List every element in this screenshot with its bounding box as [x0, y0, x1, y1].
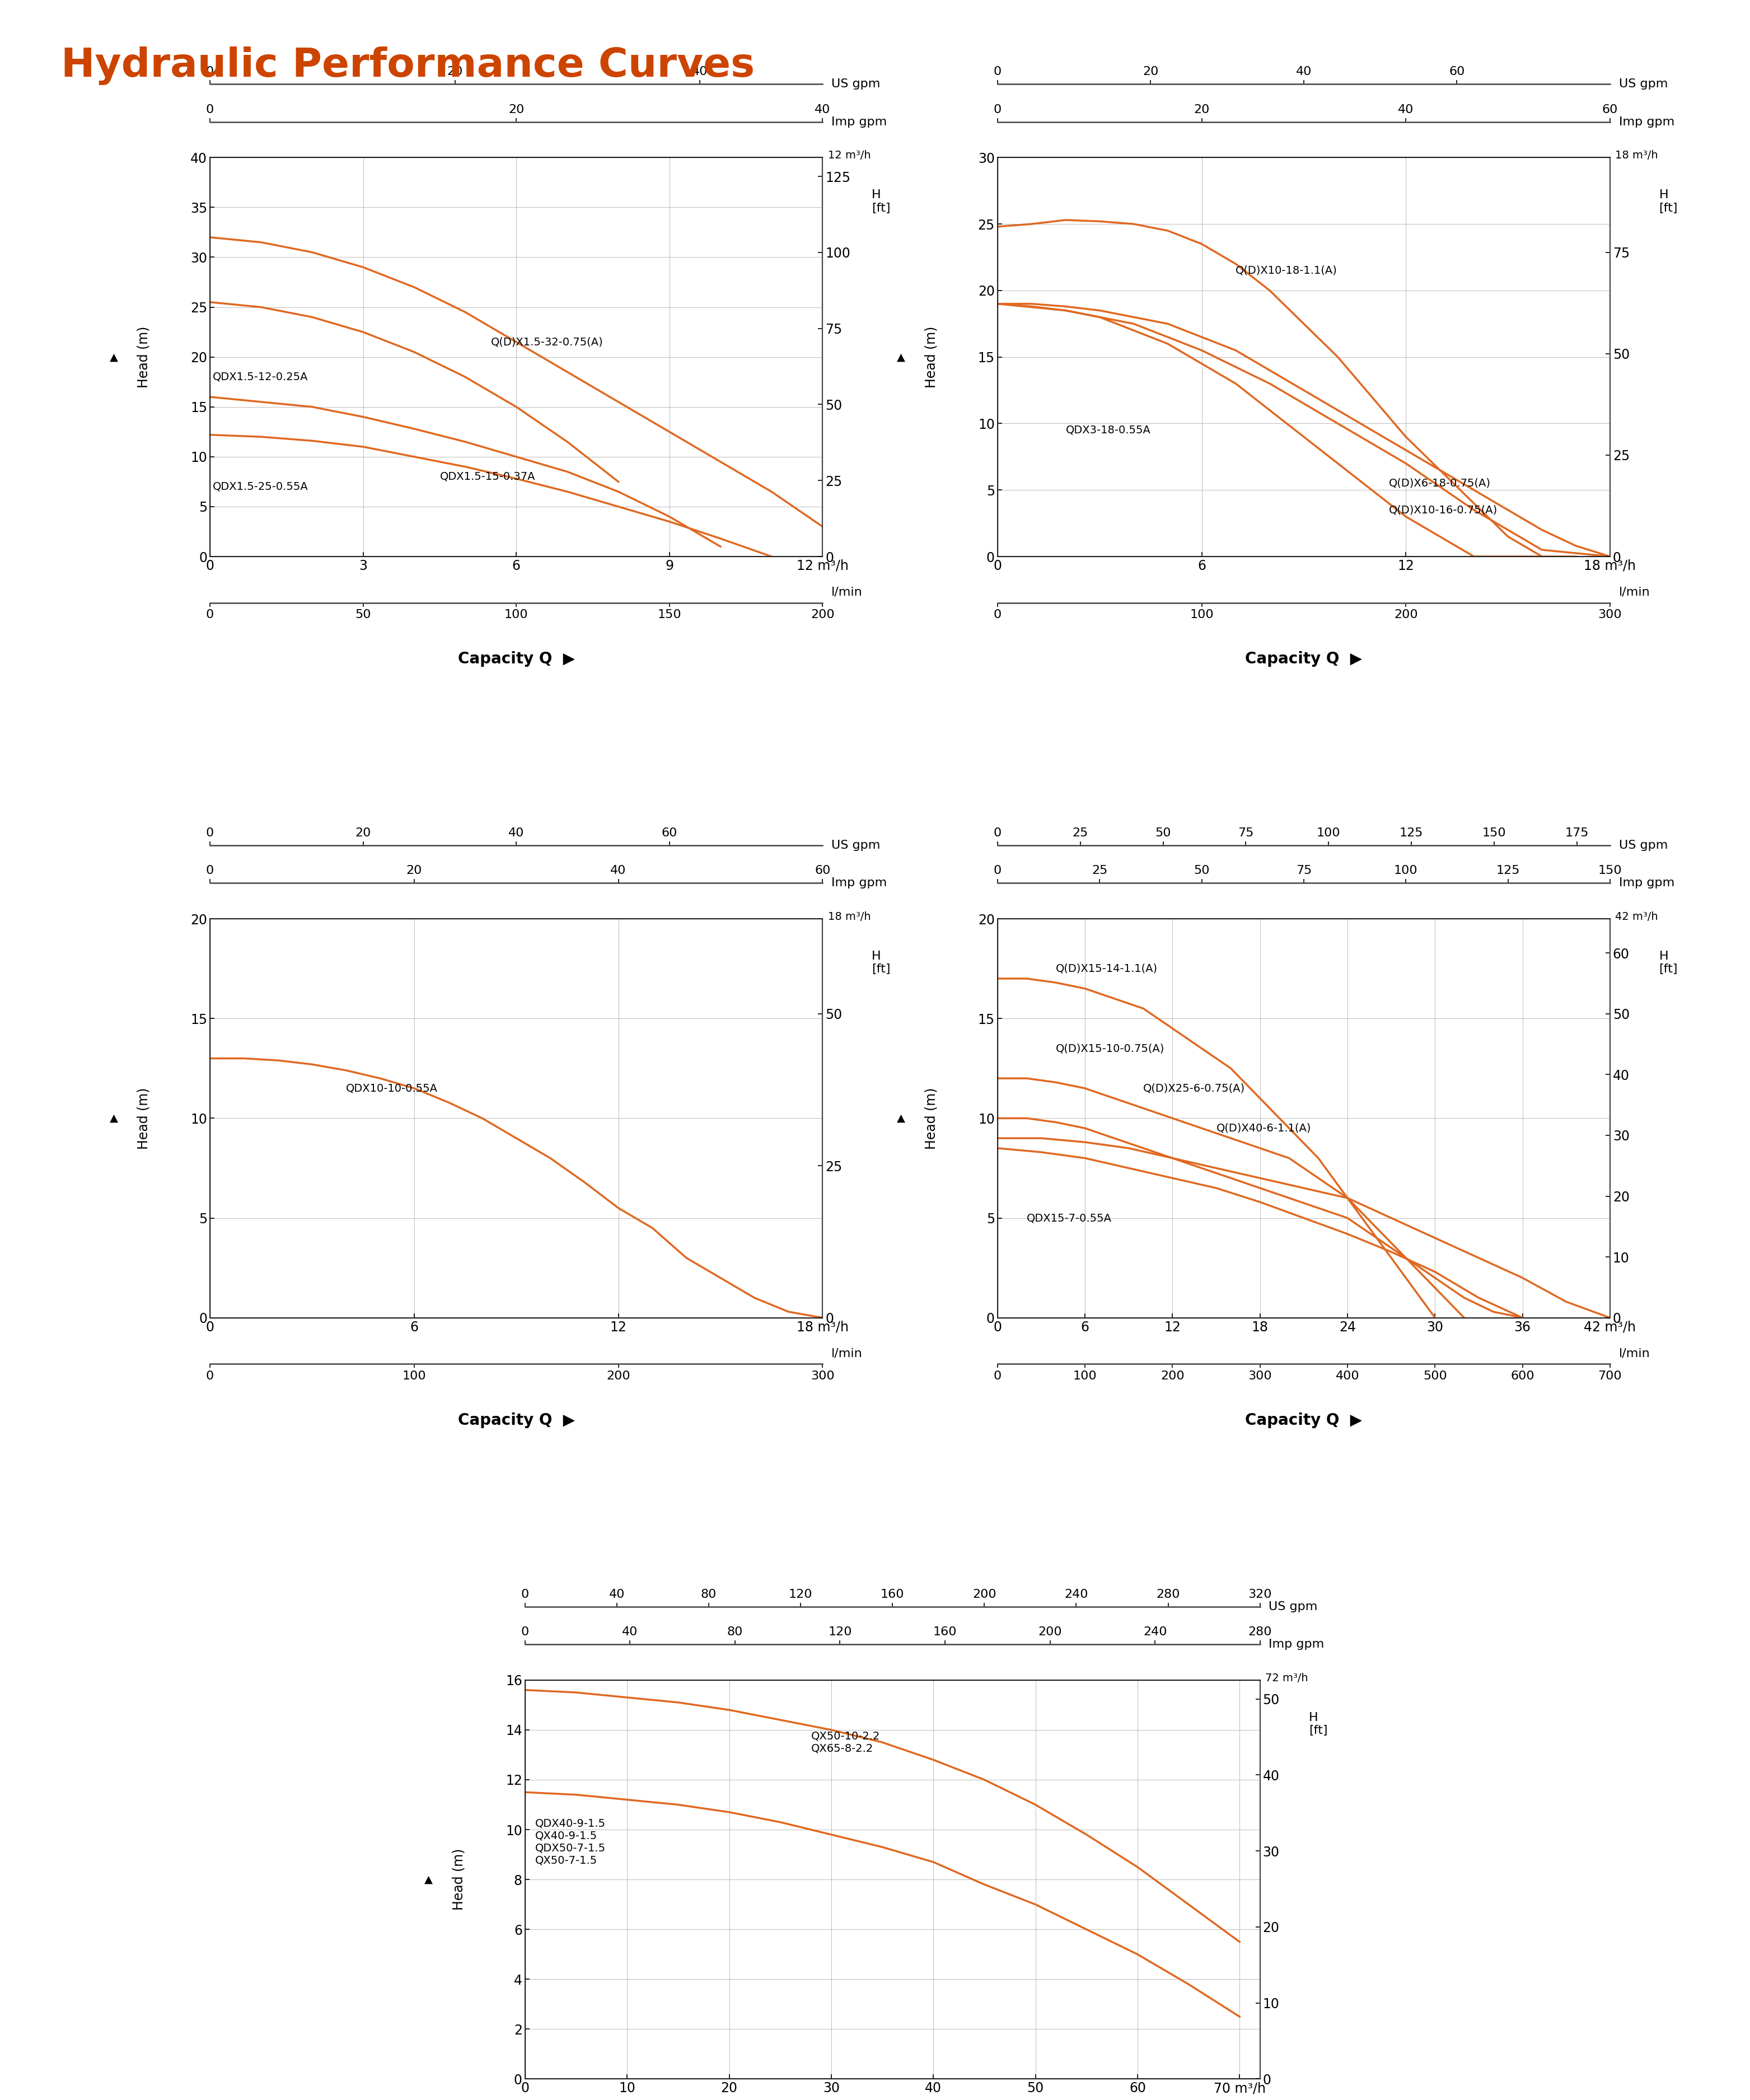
Text: Q(D)X1.5-32-0.75(A): Q(D)X1.5-32-0.75(A) — [490, 336, 604, 346]
Text: QDX40-9-1.5
QX40-9-1.5
QDX50-7-1.5
QX50-7-1.5: QDX40-9-1.5 QX40-9-1.5 QDX50-7-1.5 QX50-… — [536, 1819, 605, 1867]
Text: US gpm: US gpm — [1619, 840, 1668, 851]
Text: Q(D)X25-6-0.75(A): Q(D)X25-6-0.75(A) — [1143, 1084, 1246, 1094]
Text: Head (m): Head (m) — [136, 326, 150, 388]
Text: Head (m): Head (m) — [924, 326, 938, 388]
Text: QDX15-7-0.55A: QDX15-7-0.55A — [1027, 1212, 1111, 1224]
Text: l/min: l/min — [831, 586, 863, 598]
Text: Capacity Q  ▶: Capacity Q ▶ — [458, 1411, 574, 1428]
Text: H
[ft]: H [ft] — [1659, 951, 1678, 974]
Text: Head (m): Head (m) — [452, 1848, 466, 1911]
Text: Imp gpm: Imp gpm — [1269, 1638, 1325, 1651]
Text: Q(D)X10-18-1.1(A): Q(D)X10-18-1.1(A) — [1235, 265, 1337, 275]
Text: Capacity Q  ▶: Capacity Q ▶ — [458, 651, 574, 666]
Text: Head (m): Head (m) — [136, 1088, 150, 1149]
Text: H
[ft]: H [ft] — [872, 951, 891, 974]
Text: 18 m³/h: 18 m³/h — [1615, 149, 1659, 162]
Text: Q(D)X40-6-1.1(A): Q(D)X40-6-1.1(A) — [1216, 1124, 1311, 1134]
Text: H
[ft]: H [ft] — [1659, 189, 1678, 214]
Text: Imp gpm: Imp gpm — [1619, 878, 1675, 888]
Text: QDX1.5-15-0.37A: QDX1.5-15-0.37A — [439, 470, 536, 483]
Text: Imp gpm: Imp gpm — [831, 878, 887, 888]
Text: ▲: ▲ — [110, 351, 117, 363]
Text: Q(D)X15-14-1.1(A): Q(D)X15-14-1.1(A) — [1055, 964, 1158, 974]
Text: Capacity Q  ▶: Capacity Q ▶ — [1246, 1411, 1362, 1428]
Text: QX50-10-2.2
QX65-8-2.2: QX50-10-2.2 QX65-8-2.2 — [810, 1730, 880, 1754]
Text: l/min: l/min — [1619, 1348, 1650, 1359]
Text: Imp gpm: Imp gpm — [831, 116, 887, 128]
Text: Q(D)X15-10-0.75(A): Q(D)X15-10-0.75(A) — [1055, 1044, 1166, 1054]
Text: H
[ft]: H [ft] — [872, 189, 891, 214]
Text: Q(D)X10-16-0.75(A): Q(D)X10-16-0.75(A) — [1390, 504, 1498, 514]
Text: H
[ft]: H [ft] — [1309, 1712, 1328, 1737]
Text: US gpm: US gpm — [831, 78, 880, 90]
Text: Head (m): Head (m) — [924, 1088, 938, 1149]
Text: QDX1.5-12-0.25A: QDX1.5-12-0.25A — [212, 372, 308, 382]
Text: Q(D)X6-18-0.75(A): Q(D)X6-18-0.75(A) — [1390, 479, 1491, 489]
Text: 18 m³/h: 18 m³/h — [828, 911, 872, 922]
Text: 12 m³/h: 12 m³/h — [828, 149, 872, 162]
Text: Capacity Q  ▶: Capacity Q ▶ — [1246, 651, 1362, 666]
Text: US gpm: US gpm — [1269, 1600, 1318, 1613]
Text: l/min: l/min — [1619, 586, 1650, 598]
Text: 42 m³/h: 42 m³/h — [1615, 911, 1659, 922]
Text: ▲: ▲ — [425, 1873, 432, 1886]
Text: ▲: ▲ — [898, 351, 905, 363]
Text: 72 m³/h: 72 m³/h — [1265, 1672, 1309, 1684]
Text: QDX1.5-25-0.55A: QDX1.5-25-0.55A — [212, 481, 308, 491]
Text: Imp gpm: Imp gpm — [1619, 116, 1675, 128]
Text: US gpm: US gpm — [1619, 78, 1668, 90]
Text: ▲: ▲ — [110, 1113, 117, 1124]
Text: US gpm: US gpm — [831, 840, 880, 851]
Text: l/min: l/min — [831, 1348, 863, 1359]
Text: Hydraulic Performance Curves: Hydraulic Performance Curves — [61, 46, 754, 84]
Text: QDX3-18-0.55A: QDX3-18-0.55A — [1066, 424, 1150, 435]
Text: QDX10-10-0.55A: QDX10-10-0.55A — [346, 1084, 438, 1094]
Text: ▲: ▲ — [898, 1113, 905, 1124]
